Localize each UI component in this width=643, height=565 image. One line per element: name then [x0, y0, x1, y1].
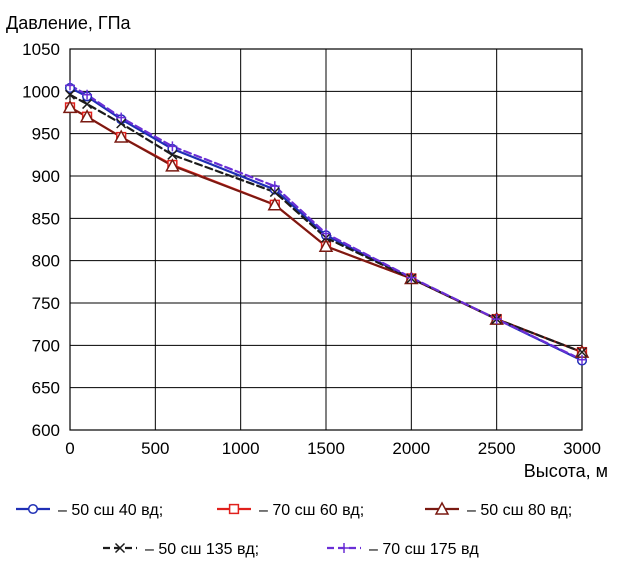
series-line-5	[68, 84, 584, 361]
y-tick-label: 750	[32, 294, 60, 313]
series-3-point-4	[165, 158, 180, 172]
legend-item-2: – 70 сш 60 вд;	[217, 502, 364, 519]
legend-label: – 70 сш 175 вд	[369, 541, 479, 558]
series-4-point-2	[82, 99, 93, 110]
x-tick-label: 1500	[307, 439, 345, 458]
series-5-point-9	[577, 354, 587, 365]
series-5-point-1	[65, 80, 75, 91]
legend-label: – 50 сш 40 вд;	[58, 502, 163, 519]
y-axis-label: Давление, ГПа	[6, 13, 132, 33]
plot-frame	[69, 48, 583, 431]
x-tick-label: 500	[141, 439, 169, 458]
x-tick-label: 2000	[392, 439, 430, 458]
series-3-point-6	[318, 238, 334, 253]
legend-item-3: – 50 сш 80 вд;	[425, 501, 572, 519]
legend-item-1: – 50 сш 40 вд;	[16, 502, 163, 519]
series-4-point-3	[116, 118, 127, 129]
series-5-point-8	[491, 314, 502, 325]
legend: – 50 сш 40 вд; – 70 сш 60 вд; – 50 сш 80 в…	[16, 501, 572, 558]
legend-marker-sample	[228, 503, 240, 515]
circle-marker-shape	[27, 503, 39, 515]
x-marker-stroke	[269, 187, 280, 198]
series-5-point-2	[82, 89, 93, 100]
series-4-point-1	[64, 89, 76, 100]
series-3-point-1	[62, 99, 78, 114]
y-tick-label: 900	[32, 167, 60, 186]
series-5-point-5	[269, 181, 280, 192]
triangle-marker-shape	[62, 99, 78, 114]
legend-item-4: – 50 сш 135 вд;	[103, 541, 259, 558]
legend-label: – 50 сш 80 вд;	[467, 502, 572, 519]
series-4-point-5	[269, 187, 280, 198]
legend-label: – 70 сш 60 вд;	[259, 502, 364, 519]
series-5-point-3	[116, 112, 127, 123]
triangle-marker-shape	[434, 501, 450, 515]
y-tick-label: 950	[32, 125, 60, 144]
y-tick-label: 600	[32, 421, 60, 440]
axes	[69, 48, 583, 431]
y-tick-label: 850	[32, 209, 60, 228]
x-marker-stroke	[64, 89, 76, 100]
series-4-point-9	[576, 347, 588, 358]
y-tick-label: 650	[32, 379, 60, 398]
x-tick-label: 0	[65, 439, 74, 458]
x-tick-labels: 0 500 1000 1500 2000 2500 3000	[65, 439, 601, 458]
series-3-point-5	[267, 197, 283, 211]
y-tick-labels: 600 650 700 750 800 850 900 950 1000 1050	[22, 40, 60, 440]
x-marker-stroke	[114, 542, 126, 554]
legend-marker-sample	[434, 501, 450, 515]
series-5-point-7	[406, 272, 417, 283]
triangle-marker-shape	[267, 197, 283, 211]
legend-item-5: – 70 сш 175 вд	[327, 541, 479, 558]
legend-marker-sample	[339, 543, 349, 553]
series-3-point-2	[79, 109, 95, 123]
series-3-point-3	[113, 129, 129, 143]
legend-label: – 50 сш 135 вд;	[145, 541, 259, 558]
triangle-marker-shape	[79, 109, 95, 123]
square-marker-shape	[228, 503, 240, 515]
triangle-marker-shape	[113, 129, 129, 143]
x-marker-stroke	[82, 99, 93, 110]
x-tick-label: 3000	[563, 439, 601, 458]
triangle-marker-shape	[165, 158, 180, 172]
x-axis-label: Высота, м	[524, 461, 608, 481]
x-marker-stroke	[116, 118, 127, 129]
y-tick-label: 1050	[22, 40, 60, 59]
legend-marker-sample	[114, 542, 126, 554]
y-tick-label: 700	[32, 336, 60, 355]
x-marker-stroke	[576, 347, 588, 358]
series-4-point-4	[167, 149, 178, 160]
triangle-marker-shape	[318, 238, 334, 253]
x-marker-stroke	[167, 149, 178, 160]
y-tick-label: 1000	[22, 82, 60, 101]
y-tick-label: 800	[32, 252, 60, 271]
legend-marker-sample	[27, 503, 39, 515]
x-tick-label: 1000	[222, 439, 260, 458]
x-tick-label: 2500	[478, 439, 516, 458]
series-5-point-4	[167, 141, 178, 152]
series-markers	[62, 80, 590, 366]
series-5-point-6	[321, 228, 331, 239]
